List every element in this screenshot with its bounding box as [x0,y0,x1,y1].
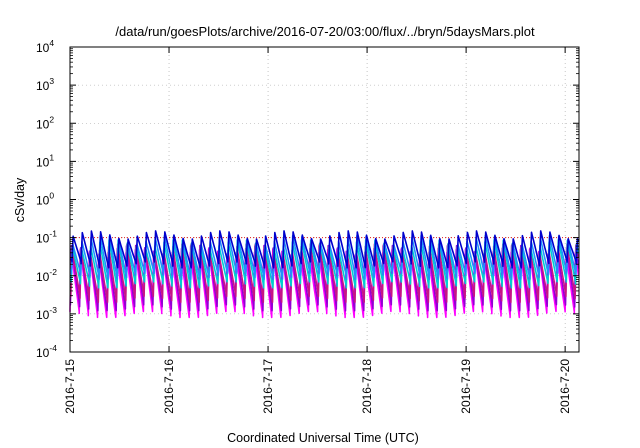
y-tick-label: 104 [36,38,54,55]
x-tick-label: 2016-7-17 [261,359,275,414]
x-tick-label: 2016-7-15 [63,359,77,414]
series-lines [69,230,580,319]
x-tick-label: 2016-7-18 [360,359,374,414]
y-tick-label: 103 [36,76,54,93]
y-tick-labels: 10-4 10-3 10-2 10-1 100 101 102 103 104 [36,38,579,360]
y-tick-label: 10-1 [36,229,57,246]
y-tick-label: 10-2 [36,267,57,284]
chart-title: /data/run/goesPlots/archive/2016-07-20/0… [115,24,535,39]
grid-lines [70,47,579,352]
y-tick-label: 100 [36,191,54,208]
plot-frame [69,46,580,353]
x-axis-label: Coordinated Universal Time (UTC) [227,431,419,445]
x-tick-label: 2016-7-16 [162,359,176,414]
y-axis-label: cSv/day [13,177,27,222]
series-line [70,230,580,269]
y-tick-label: 101 [36,152,54,169]
x-tick-label: 2016-7-19 [459,359,473,414]
x-tick-labels: 2016-7-15 2016-7-16 2016-7-17 2016-7-18 2016… [63,47,572,414]
y-tick-label: 10-3 [36,305,57,322]
x-tick-label: 2016-7-20 [558,359,572,414]
y-tick-label: 10-4 [36,343,57,360]
y-tick-label: 102 [36,114,54,131]
